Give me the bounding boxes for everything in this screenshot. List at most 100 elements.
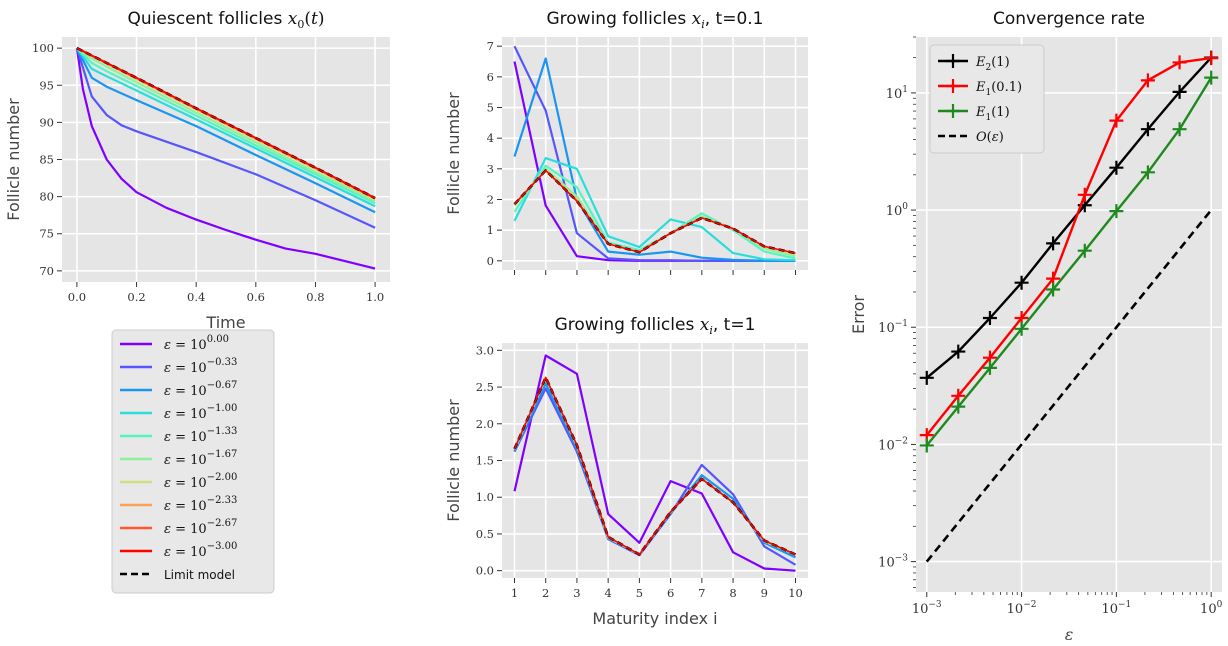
tick-label-y: 5 <box>487 101 494 115</box>
tick-label-x: 100 <box>1200 600 1223 617</box>
series-group <box>919 50 1219 563</box>
tick-label-y: 4 <box>487 131 494 145</box>
legend-label: ε = 10−0.33 <box>164 357 237 376</box>
data-point <box>1172 122 1187 137</box>
data-point <box>1204 70 1219 85</box>
x-axis-label: Time <box>205 313 245 332</box>
series-line <box>925 56 1212 436</box>
tick-label-y: 1 <box>487 223 494 237</box>
data-point <box>1046 236 1061 251</box>
data-point <box>1140 73 1155 88</box>
data-point <box>919 438 934 453</box>
x-axis-label: Maturity index i <box>592 609 717 628</box>
plot-area <box>502 37 808 270</box>
tick-label-y: 70 <box>39 264 54 278</box>
tick-label-y: 2.0 <box>476 417 494 431</box>
chart-title: Convergence rate <box>993 9 1145 29</box>
chart-growing_t1: 1 2 3 4 5 6 7 8 9 10 0.0 0.5 1.0 1.5 2.0 2.5 3.0 Growing … <box>444 315 808 628</box>
tick-label-y: 100 <box>886 202 909 219</box>
y-axis-label: Error <box>849 295 868 334</box>
data-point <box>1046 282 1061 297</box>
data-point <box>1109 113 1124 128</box>
data-point <box>1109 204 1124 219</box>
tick-label-x: 10−3 <box>912 600 942 617</box>
data-point <box>1077 187 1092 202</box>
data-point <box>951 344 966 359</box>
tick-label-x: 10−1 <box>1101 600 1131 617</box>
data-point <box>1014 275 1029 290</box>
series-line <box>513 354 796 572</box>
series-line <box>925 209 1213 563</box>
legend-label: Limit model <box>164 568 235 582</box>
legend-label: ε = 10−2.67 <box>164 518 237 537</box>
tick-label-y: 10−2 <box>878 436 908 453</box>
legend-label: E2(1) <box>975 55 1010 73</box>
legend-label: ε = 10−1.67 <box>164 449 237 468</box>
tick-label-y: 0 <box>487 254 494 268</box>
tick-label-x: 5 <box>636 586 643 600</box>
tick-label-x: 7 <box>698 586 705 600</box>
tick-label-y: 90 <box>39 115 54 129</box>
series-line <box>75 47 376 214</box>
data-point <box>951 399 966 414</box>
y-axis-label: Follicle number <box>444 92 463 215</box>
legend-box <box>929 44 1045 154</box>
tick-label-x: 1.0 <box>366 290 384 304</box>
tick-label-y: 0.5 <box>476 527 494 541</box>
series-line <box>925 76 1213 447</box>
tick-label-x: 0.4 <box>187 290 205 304</box>
tick-label-y: 1.0 <box>476 490 494 504</box>
tick-label-x: 0.0 <box>68 290 86 304</box>
data-point <box>1172 55 1187 70</box>
legend-marker <box>946 79 960 93</box>
chart-title: Quiescent follicles x0(t) <box>128 9 325 31</box>
tick-label-x: 1 <box>511 586 518 600</box>
series-line <box>76 47 376 203</box>
y-axis-label: Follicle number <box>444 399 463 522</box>
tick-label-y: 80 <box>39 190 54 204</box>
y-axis-label: Follicle number <box>4 98 23 221</box>
tick-label-y: 7 <box>487 39 494 53</box>
tick-label-x: 6 <box>667 586 674 600</box>
tick-label-x: 2 <box>542 586 549 600</box>
legend-label: ε = 10−3.00 <box>164 541 237 560</box>
series-line <box>76 47 376 199</box>
legend-marker <box>946 54 960 68</box>
legend-label: E1(1) <box>975 105 1010 123</box>
tick-label-x: 8 <box>729 586 736 600</box>
legend-label: ε = 100.00 <box>164 334 229 353</box>
series-group <box>75 46 376 270</box>
legend-label: E1(0.1) <box>975 80 1022 98</box>
data-point <box>1109 160 1124 175</box>
series-line <box>513 157 796 262</box>
series-line <box>75 47 376 270</box>
legend-epsilon: ε = 100.00 ε = 10−0.33 ε = 10−0.67 ε = 10−1… <box>111 329 275 594</box>
legend-marker <box>946 104 960 118</box>
tick-label-x: 0.6 <box>247 290 265 304</box>
tick-label-y: 101 <box>886 85 908 102</box>
data-point <box>1077 243 1092 258</box>
chart-growing_t01: 0 1 2 3 4 5 6 7 Growing follicles xi, t=0.1 Folli… <box>444 9 808 275</box>
tick-label-x: 10−2 <box>1007 600 1037 617</box>
tick-label-x: 4 <box>604 586 611 600</box>
series-line <box>513 57 796 262</box>
tick-label-y: 2.5 <box>476 380 494 394</box>
tick-label-x: 0.2 <box>127 290 145 304</box>
legend-label: ε = 10−0.67 <box>164 380 237 399</box>
tick-label-x: 3 <box>573 586 580 600</box>
data-point <box>982 310 997 325</box>
tick-label-x: 9 <box>761 586 768 600</box>
tick-label-x: 0.8 <box>306 290 324 304</box>
chart-title: Growing follicles xi, t=0.1 <box>546 9 763 31</box>
legend-label: ε = 10−1.33 <box>164 426 237 445</box>
tick-label-y: 1.5 <box>476 454 494 468</box>
chart-convergence: 10−3 10−2 10−1 100 10−3 10−2 10−1 100 101 Converg… <box>849 9 1223 644</box>
tick-label-y: 95 <box>39 78 54 92</box>
tick-label-y: 85 <box>39 153 54 167</box>
data-point <box>1014 321 1029 336</box>
chart-title: Growing follicles xi, t=1 <box>555 315 756 337</box>
tick-label-y: 10−3 <box>878 554 908 571</box>
series-group <box>513 354 797 572</box>
tick-label-y: 75 <box>39 227 54 241</box>
